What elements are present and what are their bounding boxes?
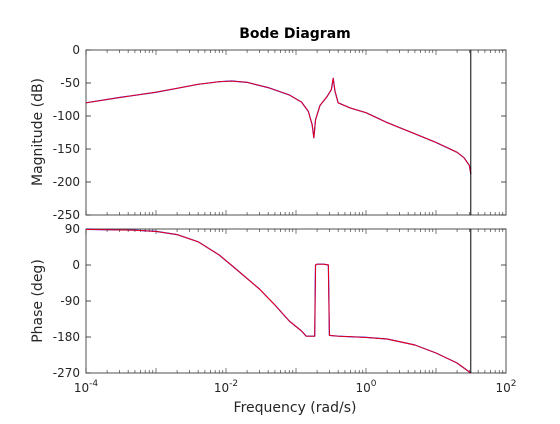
phase-ytick-label: -270 [53,366,80,380]
magnitude-ytick-label: -50 [60,76,80,90]
magnitude-series-line [85,77,472,175]
magnitude-ytick-label: -200 [53,175,80,189]
x-tick-label: 10-4 [74,379,99,395]
phase-ytick-label: 0 [72,258,80,272]
chart-title: Bode Diagram [239,26,351,42]
magnitude-ytick-label: -250 [53,208,80,222]
phase-ytick-label: -90 [60,294,80,308]
x-tick-label: 100 [355,379,376,395]
phase-ytick-label: 90 [65,222,80,236]
phase-panel: 90 0 -90 -180 -270 [53,222,506,380]
x-tick-label: 10-2 [214,379,238,395]
magnitude-ytick-label: -150 [53,142,80,156]
phase-ytick-label: -180 [53,330,80,344]
phase-ylabel: Phase (deg) [30,259,46,343]
x-axis-label: Frequency (rad/s) [234,400,357,416]
magnitude-panel: 0 -50 -100 -150 -200 -250 [53,43,506,222]
magnitude-plot-area [85,49,507,216]
phase-plot-area [85,228,507,374]
x-tick-label: 102 [495,379,516,395]
phase-series-line [85,228,472,374]
magnitude-ytick-label: 0 [72,43,80,57]
magnitude-ylabel: Magnitude (dB) [30,78,46,186]
magnitude-ytick-label: -100 [53,109,80,123]
x-tick-labels: 10-4 10-2 100 102 [74,379,517,395]
